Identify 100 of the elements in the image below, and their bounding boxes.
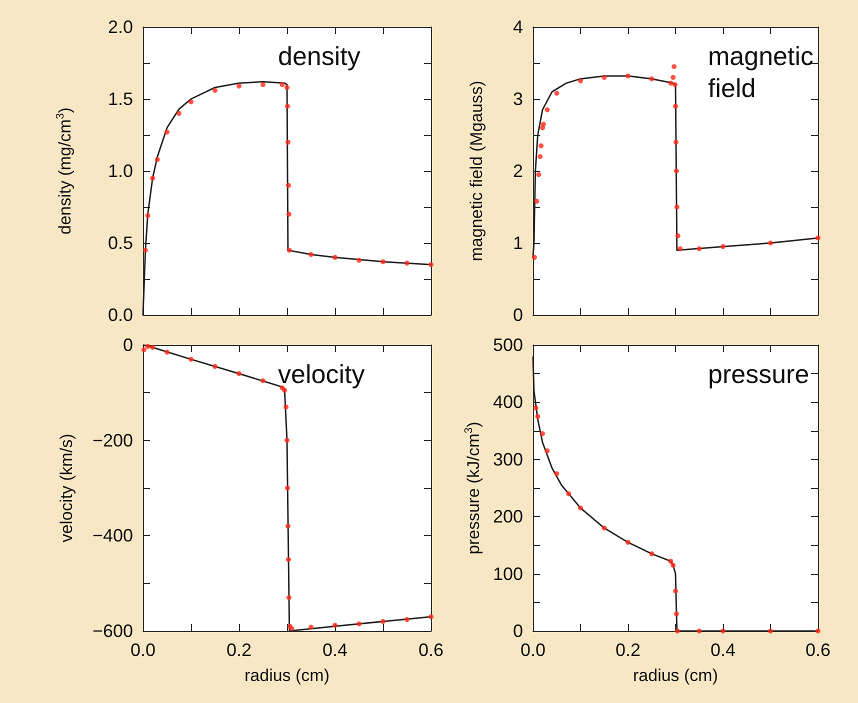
point bbox=[150, 176, 156, 181]
point bbox=[673, 140, 678, 145]
x-tick-label: 0.2 bbox=[226, 640, 252, 660]
point bbox=[286, 248, 292, 253]
point bbox=[332, 622, 338, 628]
point bbox=[164, 350, 170, 355]
point bbox=[768, 240, 773, 246]
y-tick-label: −400 bbox=[92, 526, 133, 546]
x-axis-title: radius (cm) bbox=[632, 666, 718, 685]
point bbox=[670, 562, 676, 568]
point bbox=[285, 140, 290, 145]
x-tick-label: 0.2 bbox=[615, 640, 641, 660]
point bbox=[380, 259, 386, 264]
point bbox=[672, 64, 677, 70]
line-series bbox=[142, 344, 432, 632]
point bbox=[150, 344, 156, 350]
text: velocity bbox=[278, 359, 365, 389]
point bbox=[289, 626, 294, 632]
point bbox=[380, 618, 386, 624]
point bbox=[674, 204, 680, 210]
y-tick-label: −600 bbox=[92, 621, 133, 641]
x-tick-label: 0.6 bbox=[418, 640, 444, 660]
point bbox=[540, 431, 545, 436]
point bbox=[578, 506, 583, 511]
point bbox=[533, 405, 538, 410]
point bbox=[534, 198, 540, 204]
text: magnetic field bbox=[708, 41, 821, 103]
point bbox=[696, 628, 702, 634]
y-tick-label: 300 bbox=[492, 449, 523, 470]
point bbox=[668, 558, 674, 564]
point bbox=[428, 614, 434, 620]
y-tick-label: 4 bbox=[512, 17, 523, 37]
point bbox=[626, 73, 630, 78]
point bbox=[284, 438, 290, 443]
point bbox=[286, 212, 292, 217]
point bbox=[260, 82, 266, 88]
y-tick-label: 0 bbox=[122, 335, 133, 355]
point bbox=[578, 78, 583, 84]
y-tick-label: 0.0 bbox=[108, 305, 133, 325]
y-tick-label: 1 bbox=[512, 233, 523, 253]
point bbox=[286, 182, 291, 188]
y-axis-title: pressure (kJ/cm3) bbox=[463, 422, 484, 554]
point bbox=[188, 99, 194, 104]
point bbox=[540, 122, 546, 127]
point bbox=[308, 252, 314, 258]
point bbox=[538, 154, 543, 160]
y-axis-title: magnetic field (Mgauss) bbox=[467, 80, 486, 262]
point bbox=[816, 235, 820, 240]
point bbox=[566, 491, 572, 496]
x-tick-label: 0.4 bbox=[710, 640, 736, 660]
point bbox=[649, 76, 654, 82]
point bbox=[535, 414, 540, 419]
point bbox=[673, 588, 678, 594]
y-tick-label: 2.0 bbox=[108, 17, 133, 37]
point bbox=[284, 404, 289, 410]
y-axis-title: velocity (km/s) bbox=[57, 434, 76, 542]
point bbox=[286, 595, 292, 600]
point bbox=[696, 246, 702, 252]
point bbox=[544, 448, 550, 454]
point bbox=[720, 628, 726, 634]
point bbox=[212, 88, 218, 93]
point bbox=[284, 84, 290, 90]
y-tick-label: 2 bbox=[512, 161, 523, 181]
point bbox=[428, 262, 434, 268]
point bbox=[674, 628, 680, 634]
x-tick-label: 0.6 bbox=[805, 640, 831, 660]
point bbox=[668, 80, 674, 86]
y-tick-label: 3 bbox=[512, 89, 523, 109]
point bbox=[308, 624, 314, 630]
y-tick-label: 500 bbox=[492, 335, 523, 355]
point bbox=[674, 611, 679, 616]
y-tick-label: 0 bbox=[512, 621, 523, 641]
point bbox=[678, 246, 683, 252]
y-tick-label: 100 bbox=[492, 564, 523, 584]
point bbox=[188, 356, 194, 362]
point bbox=[145, 213, 150, 218]
point bbox=[649, 551, 654, 556]
point bbox=[602, 526, 607, 531]
point bbox=[532, 254, 537, 260]
point bbox=[176, 110, 182, 116]
point bbox=[154, 156, 160, 162]
point bbox=[404, 260, 410, 266]
point bbox=[554, 90, 560, 96]
point bbox=[816, 628, 820, 634]
point bbox=[675, 233, 680, 238]
point bbox=[404, 617, 410, 622]
y-tick-label: 1.0 bbox=[108, 161, 133, 181]
x-tick-label: 0.0 bbox=[130, 640, 156, 660]
point bbox=[284, 104, 290, 109]
point bbox=[164, 130, 170, 135]
point bbox=[332, 254, 338, 260]
point bbox=[236, 84, 242, 89]
point bbox=[536, 172, 542, 178]
point bbox=[145, 344, 150, 349]
point bbox=[285, 524, 290, 529]
point bbox=[260, 378, 266, 384]
point bbox=[236, 371, 242, 376]
point bbox=[554, 471, 560, 476]
x-axis-title: radius (cm) bbox=[244, 666, 330, 685]
y-tick-label: 0 bbox=[512, 305, 523, 325]
